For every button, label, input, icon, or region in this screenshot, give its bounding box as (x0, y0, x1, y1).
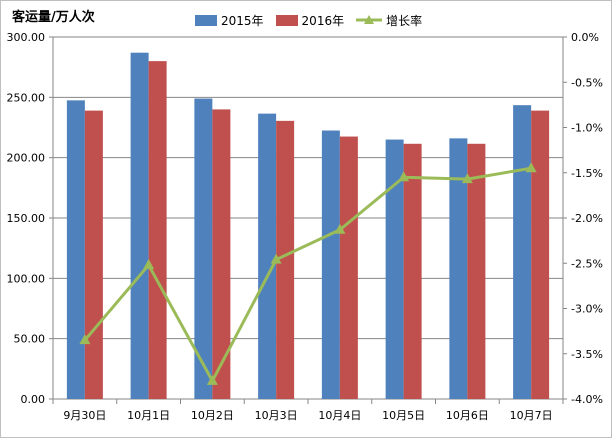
bar-2016 (212, 109, 231, 400)
y-right-tick-label: -1.5% (571, 167, 603, 180)
bar-2016 (339, 136, 358, 400)
legend-swatch-2015 (195, 14, 217, 26)
growth-rate-line (83, 166, 532, 383)
legend: 2015年 2016年 增长率 (195, 12, 434, 28)
growth-rate-marker (143, 259, 155, 270)
growth-rate-marker (398, 171, 410, 182)
x-tick-label: 10月5日 (382, 409, 425, 422)
legend-item-growth: 增长率 (356, 12, 422, 29)
bar-2015 (66, 100, 85, 399)
y-left-tick-label: 50.00 (14, 333, 46, 346)
growth-rate-marker (334, 223, 346, 234)
y-right-tick-label: -0.5% (571, 76, 603, 89)
x-tick-label: 10月7日 (510, 409, 553, 422)
legend-item-2015: 2015年 (195, 12, 264, 29)
bar-2016 (84, 110, 103, 400)
bar-2016 (467, 143, 486, 399)
legend-label-growth: 增长率 (386, 13, 423, 28)
legend-label-2016: 2016年 (301, 13, 345, 28)
growth-rate-marker (206, 374, 218, 385)
y-left-tick-label: 300.00 (7, 31, 46, 44)
x-tick-label: 10月6日 (446, 409, 489, 422)
bar-2016 (531, 110, 550, 400)
bar-2015 (321, 130, 340, 399)
growth-rate-marker (525, 162, 537, 173)
y-right-tick-label: -1.0% (571, 122, 603, 135)
bar-2015 (130, 52, 149, 399)
bar-2015 (385, 139, 404, 400)
bar-2015 (194, 98, 213, 399)
legend-item-2016: 2016年 (275, 12, 345, 29)
y-right-tick-label: -3.0% (571, 303, 603, 316)
growth-rate-marker (79, 334, 91, 345)
bar-2015 (258, 113, 277, 399)
y-right-tick-label: -4.0% (571, 393, 603, 406)
x-tick-label: 9月30日 (63, 409, 106, 422)
y-left-tick-label: 100.00 (7, 272, 46, 285)
x-tick-label: 10月4日 (318, 409, 361, 422)
x-tick-label: 10月2日 (191, 409, 234, 422)
y-right-tick-label: -2.5% (571, 257, 603, 270)
y-right-tick-label: -2.0% (571, 212, 603, 225)
bar-2016 (403, 143, 422, 399)
bar-2016 (276, 120, 295, 399)
x-tick-label: 10月3日 (255, 409, 298, 422)
y-left-tick-label: 0.00 (21, 393, 46, 406)
growth-rate-marker (461, 173, 473, 184)
legend-swatch-growth (356, 15, 383, 24)
growth-rate-marker (270, 253, 282, 264)
bar-2016 (148, 61, 167, 400)
legend-label-2015: 2015年 (221, 13, 264, 28)
y-left-tick-label: 250.00 (7, 91, 46, 104)
y-left-tick-label: 150.00 (7, 212, 46, 225)
legend-swatch-2016 (275, 14, 298, 26)
y-axis-title: 客运量/万人次 (12, 10, 95, 25)
y-right-tick-label: 0.0% (571, 31, 599, 44)
bar-2015 (513, 105, 532, 399)
x-tick-label: 10月1日 (127, 409, 170, 422)
bar-2015 (449, 138, 468, 400)
y-left-tick-label: 200.00 (7, 152, 46, 165)
y-right-tick-label: -3.5% (571, 348, 603, 361)
